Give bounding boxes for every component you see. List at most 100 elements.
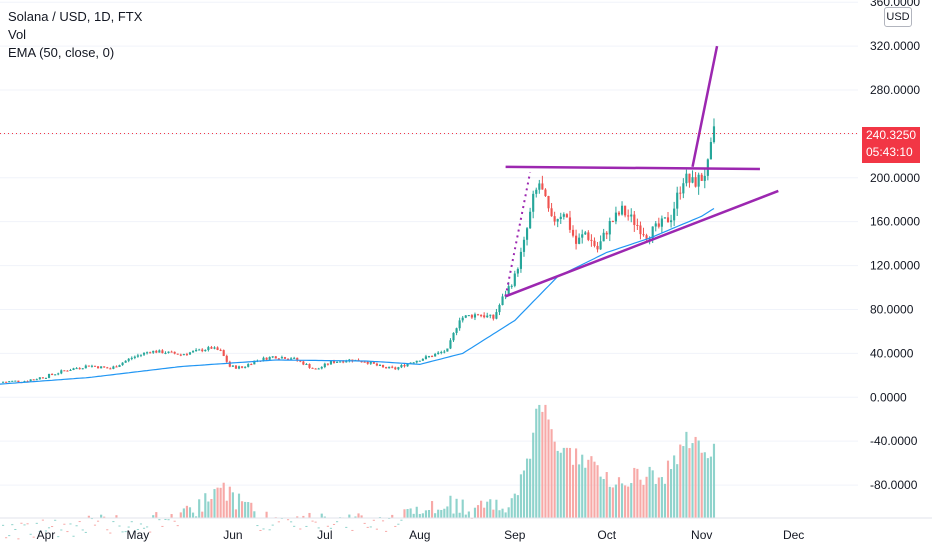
candle-body [81, 368, 84, 370]
candle-body [427, 356, 431, 358]
symbol-title[interactable]: Solana / USD, 1D, FTX [8, 9, 143, 24]
volume-bar [47, 527, 51, 529]
volume-bar [38, 530, 41, 532]
candle-body [241, 366, 244, 368]
candle-body [388, 366, 391, 369]
volume-bar [712, 443, 716, 518]
volume-bar [32, 536, 35, 538]
candle-body [176, 353, 179, 355]
volume-bar [293, 525, 296, 527]
volume-bar [624, 485, 627, 518]
candle-body [480, 315, 483, 317]
volume-bar [23, 524, 26, 526]
volume-bar [130, 521, 133, 523]
candle-body [326, 363, 329, 365]
candle-body [109, 368, 112, 370]
candle-body [556, 218, 559, 222]
volume-bar [544, 404, 547, 518]
volume-bar [578, 464, 581, 518]
candlestick-series [1, 118, 716, 384]
volume-bar [483, 507, 486, 518]
candle-body [418, 360, 421, 362]
candle-body [397, 367, 400, 370]
volume-bar [305, 525, 308, 527]
price-tick-label: 0.0000 [870, 390, 907, 404]
volume-bar [378, 516, 382, 518]
ema-indicator-label[interactable]: EMA (50, close, 0) [8, 45, 115, 60]
volume-bar [354, 516, 357, 518]
currency-unit-badge[interactable]: USD [884, 7, 912, 27]
candle-body [38, 377, 41, 380]
candle-body [581, 234, 584, 238]
volume-bar [504, 512, 507, 518]
candle-body [694, 177, 697, 187]
candle-body [363, 361, 366, 363]
candle-body [100, 366, 103, 369]
volume-bar [397, 523, 400, 525]
volume-bar [118, 525, 121, 527]
price-axis[interactable]: 360.0000320.0000280.0000240.0000200.0000… [870, 0, 920, 492]
volume-bar [115, 515, 118, 518]
volume-bar [418, 513, 421, 518]
volume-bar [222, 482, 225, 518]
candle-body [550, 208, 553, 217]
volume-bar [691, 443, 694, 518]
volume-bar [14, 528, 17, 530]
volume-bar [617, 477, 621, 518]
time-axis[interactable]: Apr May Jun Jul Aug Sep Oct Nov Dec [37, 528, 805, 542]
candle-body [23, 381, 26, 383]
volume-bar [5, 537, 8, 539]
candle-body [262, 357, 265, 361]
candle-body [510, 285, 513, 287]
candle-body [636, 224, 639, 226]
volume-bar [360, 515, 363, 518]
candle-body [332, 360, 336, 363]
price-tick-label: 160.0000 [870, 215, 920, 229]
volume-bar [259, 529, 262, 531]
candle-body [403, 365, 406, 367]
candle-body [280, 357, 283, 359]
volume-bar [709, 456, 712, 518]
volume-indicator-label[interactable]: Vol [8, 27, 27, 42]
candle-body [302, 361, 305, 365]
volume-bar [630, 483, 633, 518]
candle-body [167, 351, 170, 353]
candle-body [207, 347, 210, 350]
volume-bar [706, 458, 709, 518]
candle-body [599, 241, 602, 250]
candle-body [146, 352, 149, 354]
candle-body [541, 183, 544, 190]
candle-body [124, 360, 127, 363]
candle-body [103, 366, 106, 368]
volume-bars [1, 404, 716, 540]
trendline-drawings[interactable] [504, 45, 779, 298]
candle-body [253, 360, 256, 365]
candle-body [522, 239, 526, 252]
volume-bar [596, 465, 599, 518]
candle-body [35, 379, 38, 381]
volume-bar [286, 519, 290, 521]
candle-body [311, 367, 314, 369]
volume-bar [8, 535, 11, 537]
time-tick-label: Sep [504, 528, 526, 542]
volume-bar [700, 452, 703, 518]
volume-bar [219, 487, 222, 518]
volume-bar [575, 448, 578, 518]
volume-bar [565, 447, 568, 518]
volume-bar [409, 508, 412, 518]
candle-body [651, 226, 654, 239]
volume-bar [357, 513, 360, 518]
volume-bar [247, 502, 250, 518]
candle-body [182, 354, 185, 356]
candle-body [118, 365, 121, 368]
volume-bar [72, 535, 75, 537]
volume-bar [348, 514, 351, 518]
volume-bar [697, 440, 700, 518]
candle-body [394, 367, 397, 370]
candle-body [360, 361, 363, 363]
candle-body [158, 350, 161, 353]
candle-body [14, 380, 17, 382]
time-tick-label: Jun [223, 528, 242, 542]
candle-body [633, 214, 636, 225]
